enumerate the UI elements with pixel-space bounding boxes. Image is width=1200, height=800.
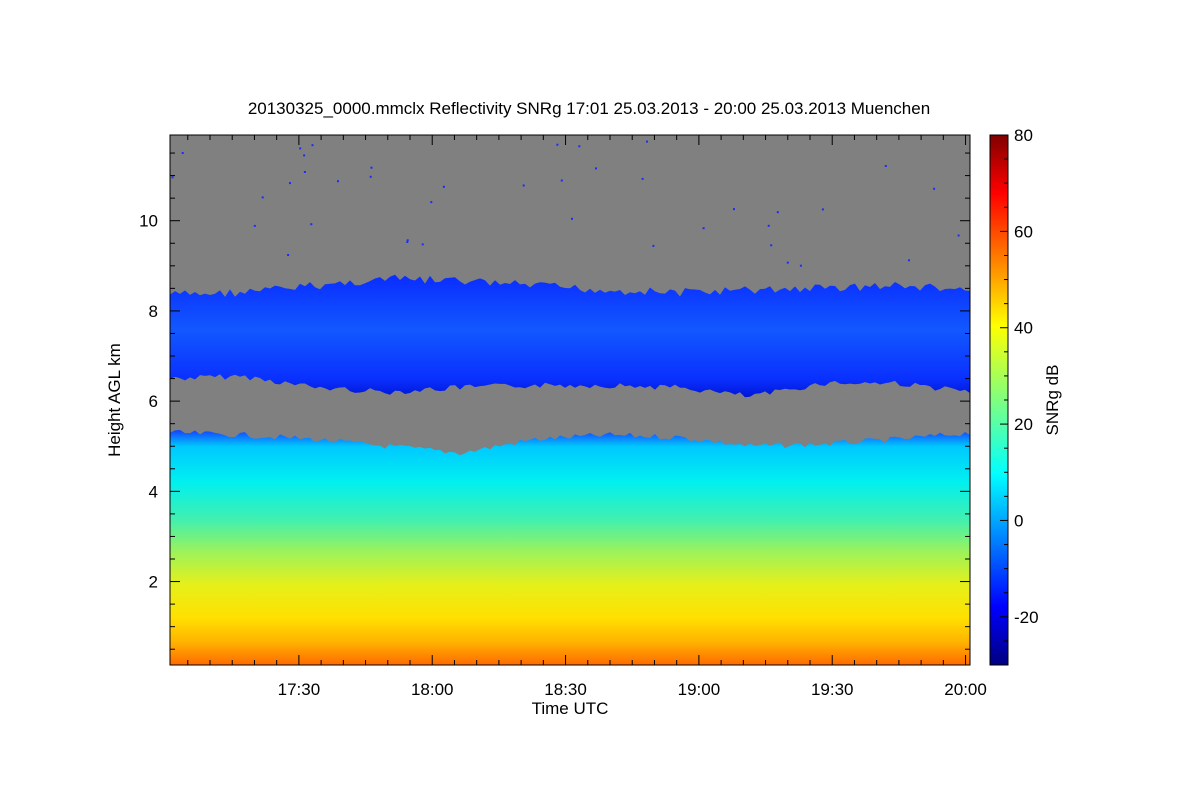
noise-pixel xyxy=(595,167,597,170)
noise-pixel xyxy=(556,143,559,146)
x-tick-label: 19:30 xyxy=(811,680,854,699)
noise-pixel xyxy=(522,184,525,187)
x-tick-label: 17:30 xyxy=(278,680,321,699)
colorbar-tick-label: 20 xyxy=(1014,415,1033,434)
colorbar-tick-label: 60 xyxy=(1014,222,1033,241)
noise-pixel xyxy=(957,234,960,237)
noise-pixel xyxy=(303,154,306,157)
noise-pixel xyxy=(287,254,290,256)
noise-pixel xyxy=(311,144,314,147)
noise-pixel xyxy=(641,177,644,180)
noise-pixel xyxy=(767,224,770,227)
noise-pixel xyxy=(430,201,433,204)
chart-title: 20130325_0000.mmclx Reflectivity SNRg 17… xyxy=(248,99,930,118)
noise-pixel xyxy=(406,239,409,242)
x-tick-label: 19:00 xyxy=(678,680,721,699)
noise-pixel xyxy=(933,187,936,190)
x-tick-label: 18:00 xyxy=(411,680,454,699)
y-axis: 2 4 6 8 10 xyxy=(139,152,970,650)
noise-pixel xyxy=(821,208,824,211)
noise-pixel xyxy=(776,211,779,214)
x-axis: 17:30 18:00 18:30 19:00 19:30 20:00 xyxy=(187,135,987,699)
noise-pixel xyxy=(370,166,373,169)
noise-pixel xyxy=(702,227,705,230)
noise-speckles xyxy=(171,140,960,267)
noise-pixel xyxy=(442,185,445,188)
colorbar-tick-label: -20 xyxy=(1014,608,1039,627)
noise-pixel xyxy=(560,179,563,182)
y-tick-label: 10 xyxy=(139,212,158,231)
noise-pixel xyxy=(908,259,910,262)
noise-pixel xyxy=(578,145,581,148)
noise-pixel xyxy=(646,140,648,143)
y-tick-label: 8 xyxy=(149,302,158,321)
x-tick-label: 18:30 xyxy=(544,680,587,699)
noise-pixel xyxy=(421,243,424,246)
noise-pixel xyxy=(181,152,184,154)
y-tick-label: 4 xyxy=(149,482,158,501)
noise-pixel xyxy=(799,264,802,267)
lower-cloud-layer xyxy=(170,430,970,665)
noise-pixel xyxy=(253,224,256,227)
noise-pixel xyxy=(571,217,573,220)
noise-pixel xyxy=(337,180,339,183)
upper-cloud-layer xyxy=(170,274,970,398)
colorbar-tick-label: 80 xyxy=(1014,126,1033,145)
y-tick-label: 2 xyxy=(149,573,158,592)
noise-pixel xyxy=(299,147,302,150)
plot-area xyxy=(170,135,970,665)
colorbar-axis: -20 0 20 40 60 80 xyxy=(1000,126,1039,666)
colorbar-tick-label: 40 xyxy=(1014,319,1033,338)
noise-pixel xyxy=(406,241,409,243)
x-axis-label: Time UTC xyxy=(532,699,609,718)
noise-pixel xyxy=(310,223,313,226)
plot-frame xyxy=(169,134,971,666)
noise-pixel xyxy=(884,165,887,167)
noise-pixel xyxy=(369,175,372,178)
x-tick-label: 20:00 xyxy=(944,680,987,699)
y-tick-label: 6 xyxy=(149,392,158,411)
y-axis-label: Height AGL km xyxy=(105,343,124,457)
colorbar-tick-label: 0 xyxy=(1014,511,1023,530)
noise-pixel xyxy=(171,176,174,179)
noise-pixel xyxy=(770,244,773,247)
noise-pixel xyxy=(289,182,291,185)
noise-pixel xyxy=(303,171,306,173)
colorbar-label: SNRg dB xyxy=(1043,365,1062,436)
noise-pixel xyxy=(261,196,264,199)
noise-pixel xyxy=(652,244,655,247)
noise-pixel xyxy=(733,208,735,211)
noise-pixel xyxy=(786,261,789,264)
